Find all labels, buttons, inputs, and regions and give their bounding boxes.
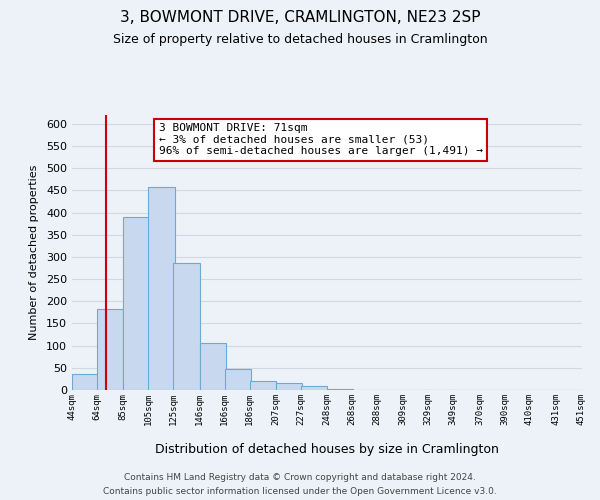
Text: Distribution of detached houses by size in Cramlington: Distribution of detached houses by size … bbox=[155, 442, 499, 456]
Bar bbox=[301, 386, 327, 390]
Bar bbox=[72, 374, 98, 390]
Bar bbox=[123, 217, 149, 390]
Bar bbox=[97, 309, 123, 390]
Bar bbox=[224, 368, 251, 390]
Bar bbox=[173, 262, 199, 390]
Bar bbox=[276, 384, 302, 390]
Text: 3 BOWMONT DRIVE: 71sqm
← 3% of detached houses are smaller (53)
96% of semi-deta: 3 BOWMONT DRIVE: 71sqm ← 3% of detached … bbox=[158, 123, 482, 156]
Y-axis label: Number of detached properties: Number of detached properties bbox=[29, 165, 39, 340]
Bar bbox=[199, 344, 226, 390]
Text: Size of property relative to detached houses in Cramlington: Size of property relative to detached ho… bbox=[113, 32, 487, 46]
Text: 3, BOWMONT DRIVE, CRAMLINGTON, NE23 2SP: 3, BOWMONT DRIVE, CRAMLINGTON, NE23 2SP bbox=[120, 10, 480, 25]
Text: Contains HM Land Registry data © Crown copyright and database right 2024.: Contains HM Land Registry data © Crown c… bbox=[124, 472, 476, 482]
Bar bbox=[148, 187, 175, 390]
Bar bbox=[327, 389, 353, 390]
Bar bbox=[250, 381, 276, 390]
Text: Contains public sector information licensed under the Open Government Licence v3: Contains public sector information licen… bbox=[103, 488, 497, 496]
